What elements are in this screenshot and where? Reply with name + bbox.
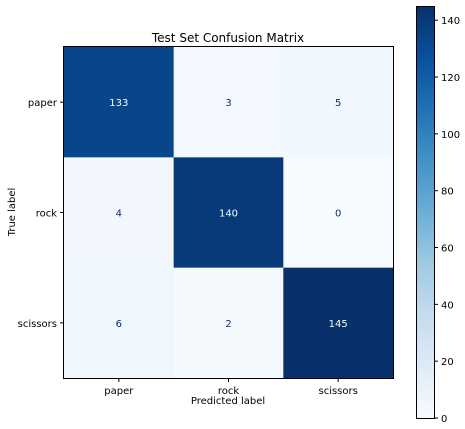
colorbar-tick-label: 140 [441, 16, 460, 27]
y-axis-ticks: paper rock scissors [18, 98, 64, 330]
colorbar-ticks: 0 20 40 60 80 100 120 140 [434, 16, 460, 425]
matrix-cell-scissors-scissors [283, 267, 394, 379]
matrix-cell-rock-scissors [283, 157, 394, 269]
colorbar-tick-label: 20 [441, 357, 454, 368]
matrix-cell-paper-rock [173, 47, 284, 158]
y-tick-label: paper [28, 98, 58, 109]
cell-value-label: 140 [219, 209, 238, 220]
cell-value-label: 5 [335, 98, 341, 109]
colorbar-tick-label: 100 [441, 130, 460, 141]
cell-value-label: 145 [329, 319, 348, 330]
y-tick-label: rock [36, 209, 58, 220]
matrix-cell-rock-paper [64, 157, 175, 269]
colorbar-tick-label: 0 [441, 414, 447, 425]
x-axis-label: Predicted label [191, 396, 265, 407]
matrix-cell-rock-rock [173, 157, 284, 269]
colorbar-tick-label: 120 [441, 73, 460, 84]
matrix-cell-scissors-paper [64, 267, 175, 379]
chart-title: Test Set Confusion Matrix [151, 31, 304, 45]
cell-value-label: 0 [335, 209, 341, 220]
colorbar-frame [416, 6, 435, 419]
x-tick-label: paper [104, 386, 134, 397]
y-tick-label: scissors [18, 319, 57, 330]
y-axis-label: True label [7, 188, 18, 238]
x-axis-ticks: paper rock scissors [104, 378, 358, 397]
matrix-cell-paper-paper [64, 47, 175, 158]
x-tick-label: scissors [318, 386, 357, 397]
cell-value-label: 133 [109, 98, 128, 109]
colorbar [416, 6, 434, 418]
matrix-cell-labels: 133 3 5 4 140 0 6 2 145 [109, 98, 347, 330]
cell-value-label: 3 [225, 98, 231, 109]
colorbar-tick-label: 60 [441, 244, 454, 255]
colorbar-tick-label: 40 [441, 300, 454, 311]
colorbar-tick-label: 80 [441, 187, 454, 198]
x-tick-label: rock [218, 386, 240, 397]
matrix-cells [64, 47, 394, 379]
cell-value-label: 6 [116, 319, 122, 330]
cell-value-label: 2 [225, 319, 231, 330]
matrix-cell-scissors-rock [173, 267, 284, 379]
cell-value-label: 4 [116, 209, 122, 220]
matrix-cell-paper-scissors [283, 47, 394, 158]
